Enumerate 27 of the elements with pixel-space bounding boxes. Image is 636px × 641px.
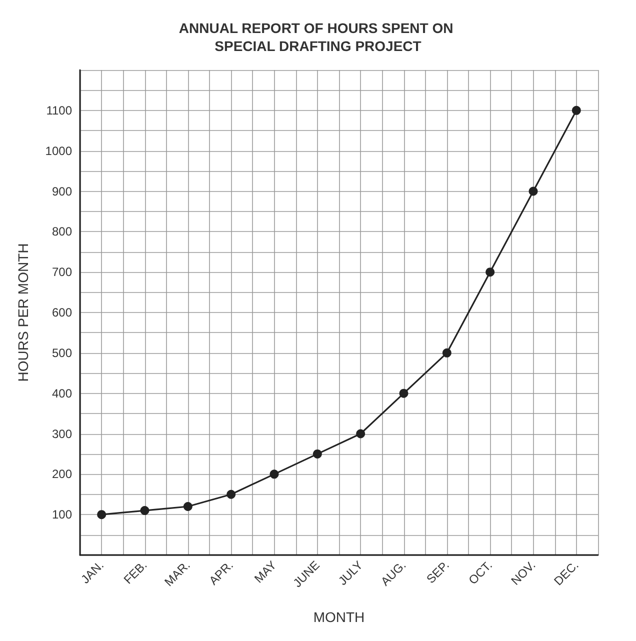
y-tick-label: 700 [52,265,72,280]
y-axis-title: HOURS PER MONTH [15,243,31,382]
y-tick-label: 800 [52,224,72,239]
point [528,186,538,196]
point [226,490,236,499]
point [486,268,495,277]
y-tick-label: 1100 [46,103,72,118]
y-tick-label: 200 [52,467,72,482]
y-tick-label: 300 [52,426,72,441]
point [442,348,452,358]
y-tick-label: 1000 [45,144,72,158]
x-tick-label: FEB. [120,558,150,587]
point [270,470,279,479]
y-tick-label: 500 [52,346,72,360]
point [399,388,408,398]
x-axis-title: MONTH [313,609,365,625]
point [572,106,581,115]
point [97,510,106,520]
y-tick-label: 100 [52,508,72,522]
point [312,449,322,458]
y-tick-label: 400 [52,386,72,400]
y-tick-label: 600 [52,306,72,320]
y-tick-label: 900 [52,184,72,198]
point [140,506,150,516]
point [183,502,192,511]
point [356,429,366,438]
chart-title: ANNUAL REPORT OF HOURS SPENT ON SPECIAL DRAFTING PROJECT [178,20,458,54]
